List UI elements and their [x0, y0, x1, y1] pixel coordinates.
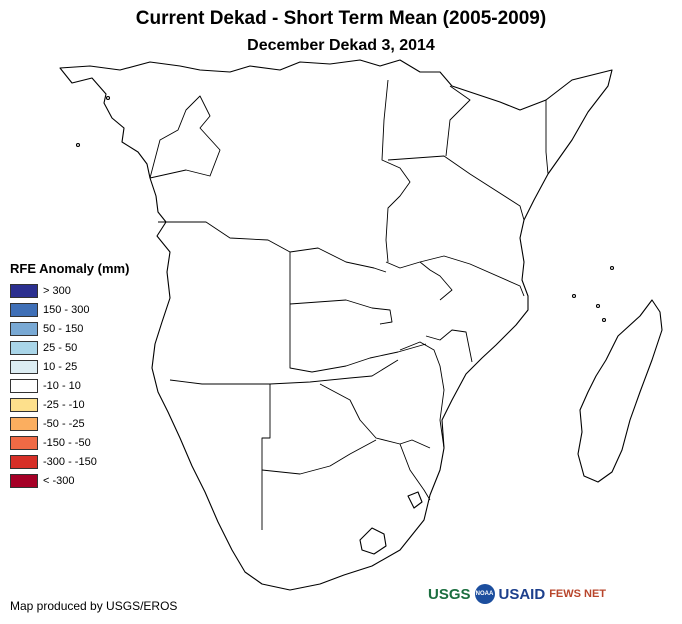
border-line: [319, 383, 431, 449]
legend-item: < -300: [10, 471, 129, 490]
legend-label: > 300: [43, 284, 71, 297]
legend-title: RFE Anomaly (mm): [10, 261, 130, 276]
legend-item: -300 - -150: [10, 452, 129, 471]
eswatini-outline: [407, 491, 423, 509]
legend-swatch: [10, 302, 38, 317]
usaid-logo: USAID: [498, 585, 546, 603]
legend-label: -25 - -10: [43, 398, 85, 411]
map-title: Current Dekad - Short Term Mean (2005-20…: [135, 8, 547, 29]
legend-swatch: [10, 283, 38, 298]
madagascar-outline: [577, 299, 663, 483]
legend-swatch: [10, 416, 38, 431]
border-line: [419, 261, 453, 301]
border-line: [158, 221, 387, 273]
legend-swatch: [10, 378, 38, 393]
border-line: [149, 95, 221, 179]
legend-swatch: [10, 340, 38, 355]
legend-label: 150 - 300: [43, 303, 90, 316]
usgs-logo: USGS: [428, 585, 471, 603]
legend-swatch: [10, 435, 38, 450]
legend-item: > 300: [10, 281, 129, 300]
legend-item: -150 - -50: [10, 433, 129, 452]
legend-item: 150 - 300: [10, 300, 129, 319]
border-line: [385, 255, 525, 297]
legend-label: -10 - 10: [43, 379, 81, 392]
legend-label: 25 - 50: [43, 341, 78, 354]
legend-swatch: [10, 359, 38, 374]
legend-swatch: [10, 397, 38, 412]
legend-label: -150 - -50: [43, 436, 91, 449]
legend-swatch: [10, 321, 38, 336]
border-line: [289, 252, 427, 373]
border-line: [261, 384, 271, 530]
legend-item: -10 - 10: [10, 376, 129, 395]
legend-label: < -300: [43, 474, 75, 487]
continent-outline: [59, 59, 613, 591]
border-line: [381, 79, 411, 263]
legend-label: 50 - 150: [43, 322, 84, 335]
border-line: [545, 100, 549, 175]
legend: RFE Anomaly (mm) > 300 150 - 300 50 - 150 2…: [10, 261, 129, 490]
border-line: [425, 329, 473, 363]
fewsnet-logo: FEWS NET: [549, 588, 607, 600]
noaa-logo: NOAA: [474, 584, 495, 604]
legend-label: 10 - 25: [43, 360, 78, 373]
legend-label: -50 - -25: [43, 417, 85, 430]
border-line: [387, 155, 525, 221]
legend-item: -50 - -25: [10, 414, 129, 433]
border-line: [445, 85, 471, 157]
lesotho-outline: [359, 527, 387, 555]
legend-label: -300 - -150: [43, 455, 97, 468]
border-line: [261, 439, 377, 475]
map-subtitle: December Dekad 3, 2014: [247, 37, 435, 54]
border-line: [399, 443, 431, 501]
legend-swatch: [10, 454, 38, 469]
legend-items: > 300 150 - 300 50 - 150 25 - 50 10 - 25 -10 …: [10, 281, 129, 490]
legend-item: 50 - 150: [10, 319, 129, 338]
legend-swatch: [10, 473, 38, 488]
legend-item: 10 - 25: [10, 357, 129, 376]
legend-item: -25 - -10: [10, 395, 129, 414]
map-credit: Map produced by USGS/EROS: [10, 599, 178, 613]
border-line: [399, 341, 445, 449]
legend-item: 25 - 50: [10, 338, 129, 357]
border-line: [289, 299, 393, 325]
border-line: [169, 359, 399, 385]
agency-logos: USGS NOAA USAID FEWS NET: [428, 584, 606, 604]
